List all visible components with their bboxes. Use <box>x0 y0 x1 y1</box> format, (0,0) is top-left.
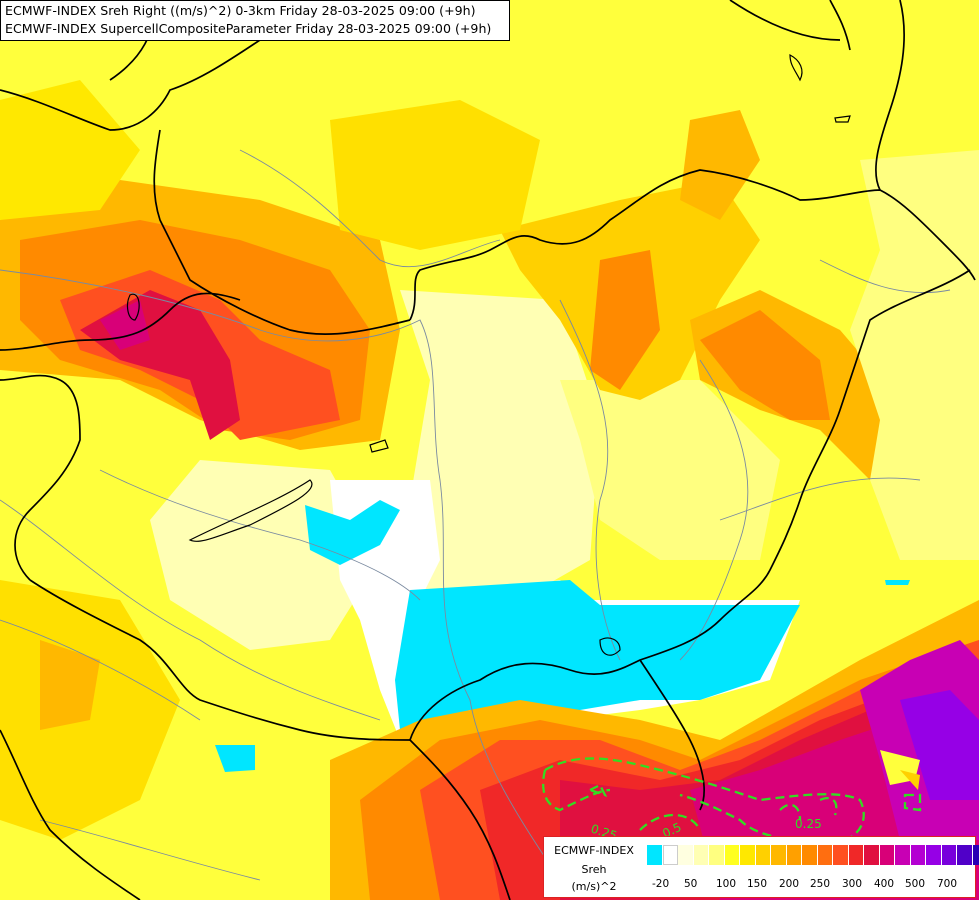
legend-swatch <box>709 845 725 865</box>
scp-label: 0.25 <box>795 817 822 831</box>
legend-swatch <box>755 845 771 865</box>
legend-tick-label: 250 <box>810 878 831 890</box>
legend-swatch <box>662 845 678 865</box>
legend-swatch <box>972 845 979 865</box>
legend-swatch <box>848 845 864 865</box>
legend-swatch <box>693 845 709 865</box>
rivers <box>0 149 951 881</box>
legend-swatch <box>817 845 833 865</box>
title-line-sreh: ECMWF-INDEX Sreh Right ((m/s)^2) 0-3km F… <box>5 3 476 18</box>
legend-swatch <box>941 845 957 865</box>
legend-parameter: Sreh <box>581 863 607 876</box>
lakes <box>126 54 851 656</box>
legend-swatch <box>879 845 895 865</box>
scp-contours <box>541 757 922 847</box>
legend-swatch <box>771 845 787 865</box>
legend-model: ECMWF-INDEX <box>554 844 634 857</box>
legend-tick-label: 100 <box>716 878 737 890</box>
legend-tick-label: 150 <box>747 878 768 890</box>
legend-swatch <box>724 845 740 865</box>
color-legend: ECMWF-INDEX Sreh (m/s)^2 -20 50 100 150 200 2… <box>543 836 979 898</box>
legend-swatch <box>895 845 911 865</box>
legend-swatch <box>957 845 973 865</box>
legend-tick-label: -20 <box>652 878 670 890</box>
legend-swatch <box>910 845 926 865</box>
legend-tick-label: 50 <box>684 878 698 890</box>
legend-swatch <box>740 845 756 865</box>
legend-tick-label: 400 <box>874 878 895 890</box>
legend-swatch <box>802 845 818 865</box>
legend-swatch <box>647 845 663 865</box>
legend-swatch <box>864 845 880 865</box>
legend-tick-label: 700 <box>937 878 958 890</box>
legend-unit: (m/s)^2 <box>571 880 617 893</box>
legend-tick-label: 300 <box>842 878 863 890</box>
legend-tick-label: 500 <box>905 878 926 890</box>
map-title-box: ECMWF-INDEX Sreh Right ((m/s)^2) 0-3km F… <box>0 0 510 41</box>
title-line-scp: ECMWF-INDEX SupercellCompositeParameter … <box>5 21 492 36</box>
legend-tick-label: 200 <box>779 878 800 890</box>
legend-swatch <box>786 845 802 865</box>
legend-swatch <box>926 845 942 865</box>
legend-swatch <box>833 845 849 865</box>
legend-swatch <box>678 845 694 865</box>
